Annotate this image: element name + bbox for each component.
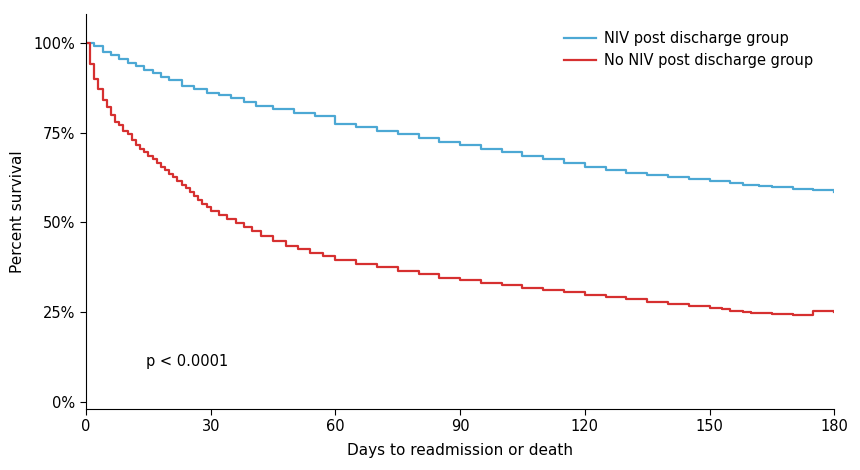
X-axis label: Days to readmission or death: Days to readmission or death — [347, 443, 573, 458]
Text: p < 0.0001: p < 0.0001 — [146, 354, 228, 369]
Legend: NIV post discharge group, No NIV post discharge group: NIV post discharge group, No NIV post di… — [558, 25, 820, 74]
Y-axis label: Percent survival: Percent survival — [10, 150, 26, 273]
